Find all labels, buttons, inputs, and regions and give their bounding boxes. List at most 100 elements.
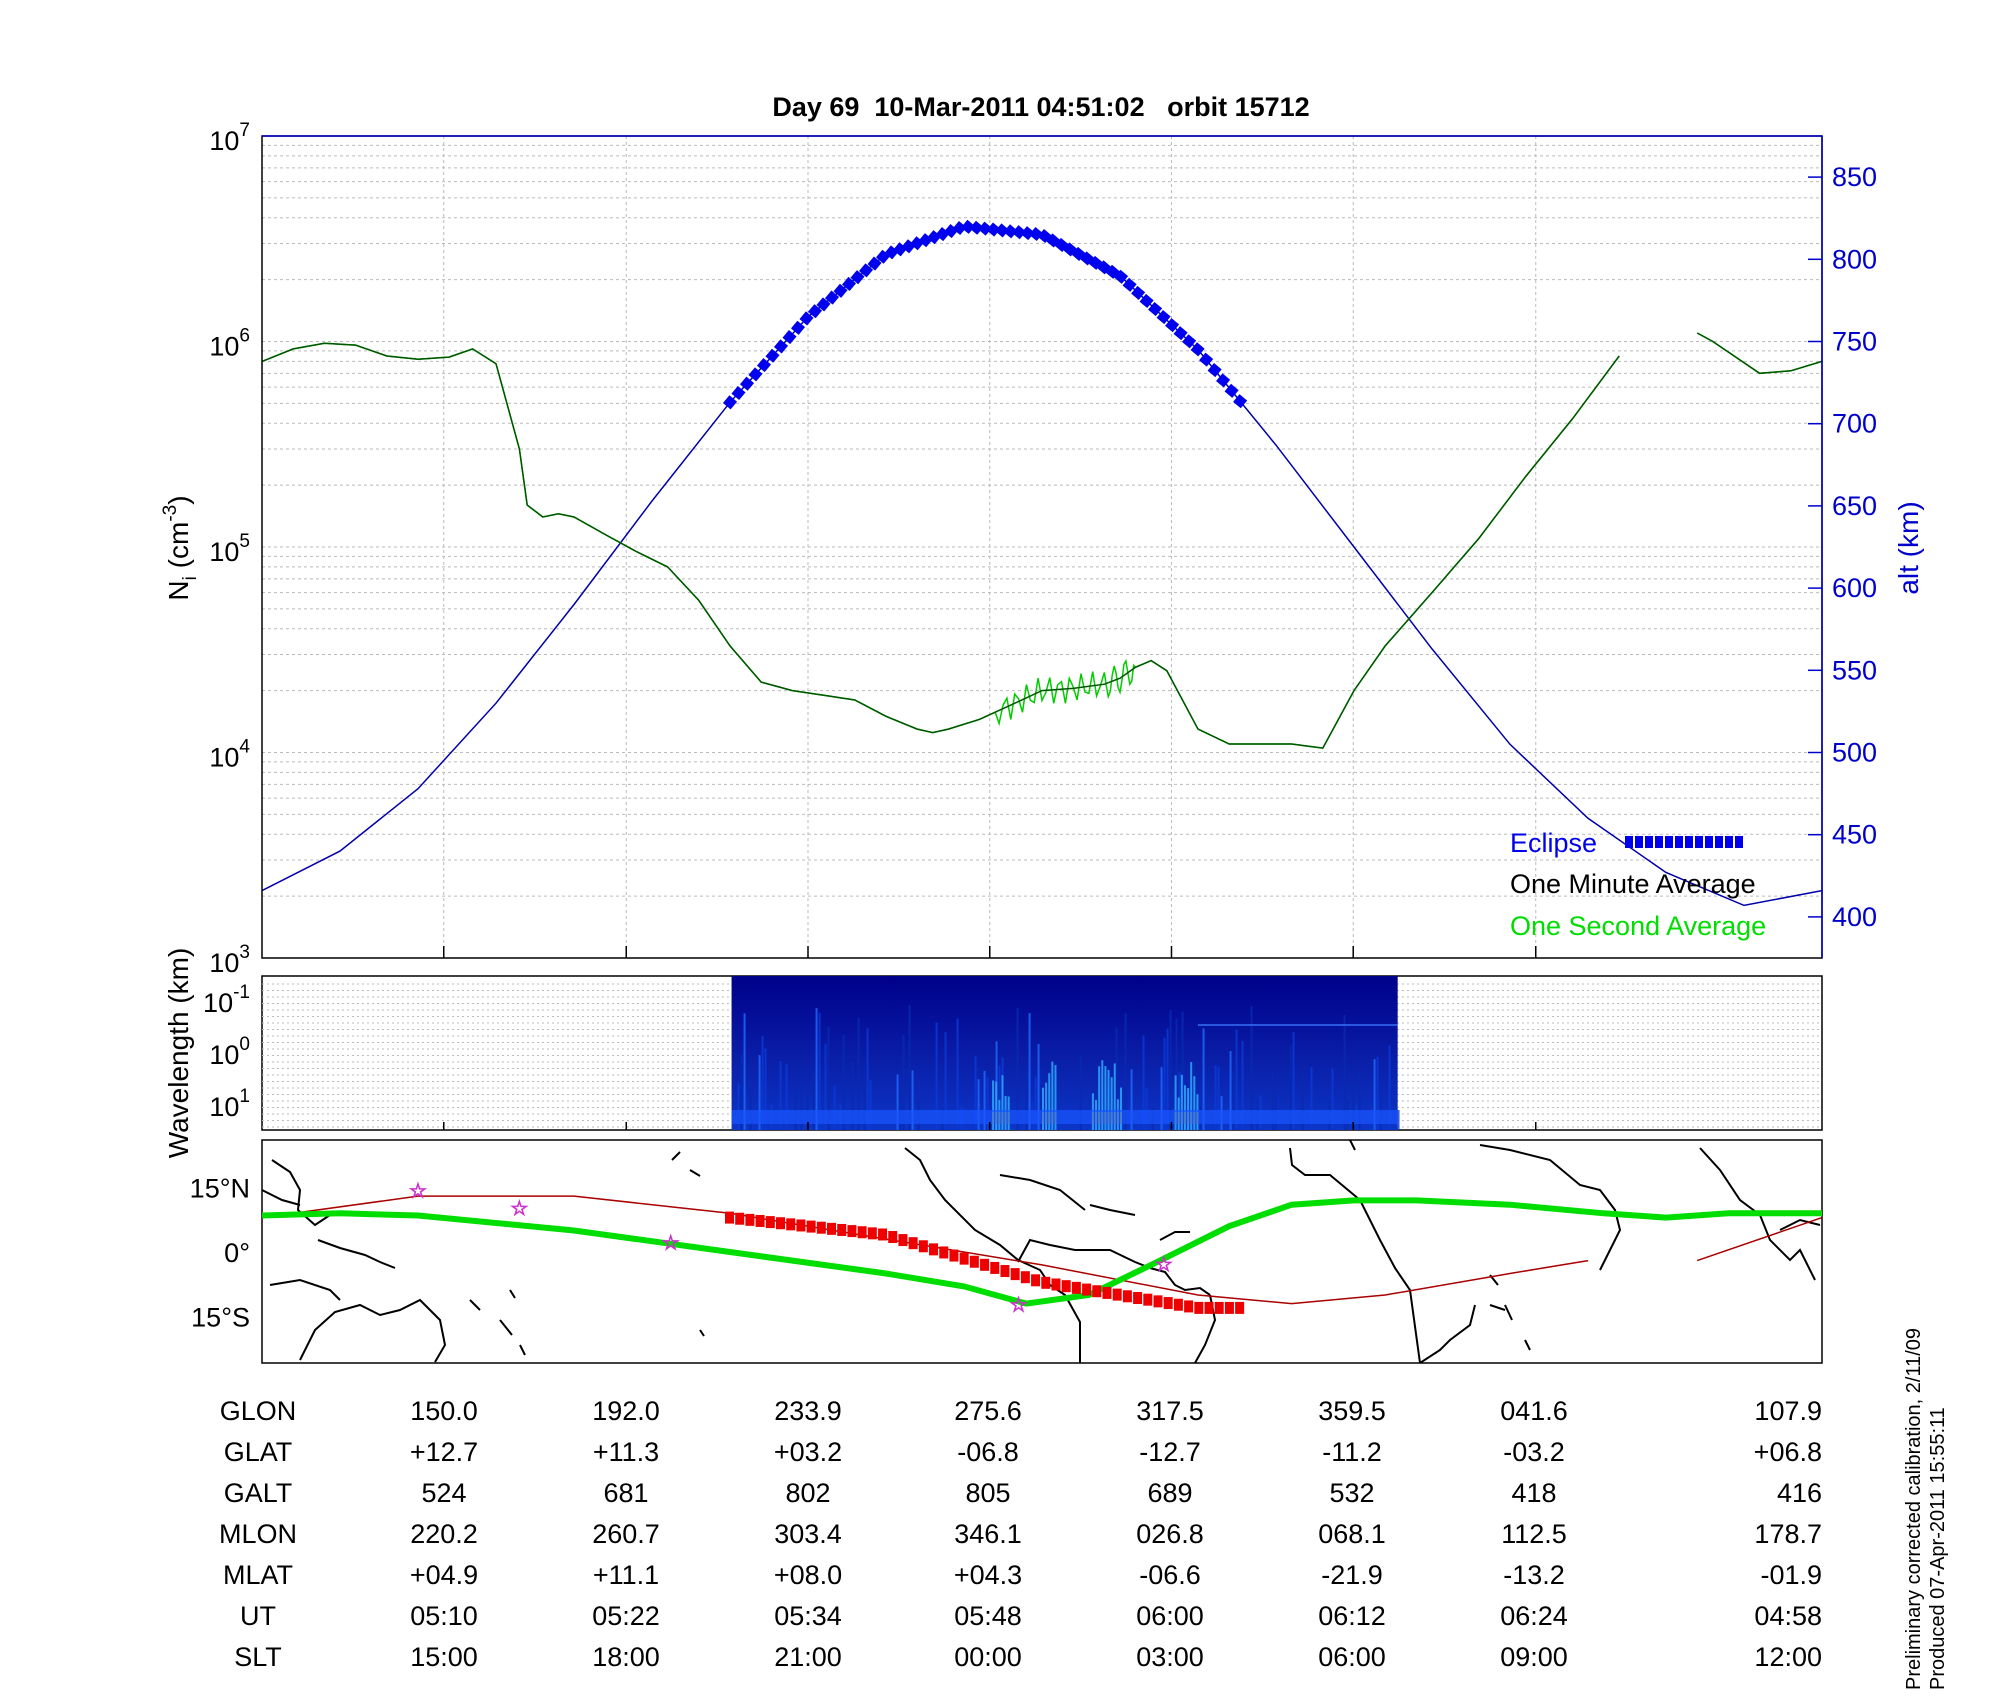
eclipse-marker	[1020, 226, 1035, 241]
eclipse-track-marker	[1112, 1288, 1122, 1301]
legend-square	[1695, 836, 1703, 848]
eclipse-track-marker	[990, 1261, 1000, 1274]
spectrogram-streak	[800, 1084, 803, 1130]
spectrogram-streak	[1142, 1035, 1145, 1130]
table-cell: -13.2	[1503, 1560, 1565, 1590]
left-tick-label: 104	[209, 737, 250, 773]
spectrogram-streak	[1379, 1083, 1382, 1130]
spectrogram-streak	[1016, 1007, 1019, 1130]
legend-square	[1715, 836, 1723, 848]
map-ticks: 15°N 0° 15°S	[190, 1174, 250, 1333]
eclipse-track-marker	[1143, 1293, 1153, 1306]
right-tick-label: 400	[1832, 902, 1877, 932]
table-row-label: MLAT	[223, 1560, 293, 1590]
spectrogram-streak	[1145, 1087, 1148, 1130]
table-cell: 346.1	[954, 1519, 1022, 1549]
spectrogram-streak	[1352, 1082, 1355, 1130]
spectrogram-burst	[1110, 1077, 1113, 1130]
eclipse-track-marker	[939, 1246, 949, 1259]
spectrogram-burst	[1048, 1073, 1051, 1130]
spectrogram-burst	[1193, 1076, 1196, 1130]
spectrogram-burst	[1107, 1069, 1110, 1130]
footnote-line-2: Produced 07-Apr-2011 15:55:11	[1927, 1407, 1949, 1690]
spectrogram-streak	[1166, 1028, 1169, 1130]
left-tick-label: 105	[209, 531, 250, 567]
eclipse-track-marker	[786, 1218, 796, 1231]
table-cell: 18:00	[592, 1642, 660, 1672]
spectrogram-streak	[1331, 1068, 1334, 1130]
eclipse-marker	[799, 311, 814, 326]
eclipse-track-marker	[796, 1219, 806, 1232]
magnetic-equator-line	[1696, 1216, 1822, 1262]
table-cell: 150.0	[410, 1396, 478, 1426]
table-cell: -06.8	[957, 1437, 1019, 1467]
eclipse-marker	[782, 330, 797, 345]
legend-square	[1635, 836, 1643, 848]
eclipse-track-marker	[847, 1225, 857, 1238]
table-cell: 041.6	[1500, 1396, 1568, 1426]
table-cell: +08.0	[774, 1560, 842, 1590]
spectrogram-streak	[824, 1043, 827, 1130]
eclipse-marker	[978, 221, 993, 236]
right-tick-label: 800	[1832, 244, 1877, 274]
table-cell: 05:34	[774, 1601, 842, 1631]
eclipse-marker	[731, 385, 746, 401]
table-cell: -12.7	[1139, 1437, 1201, 1467]
eclipse-marker	[1003, 224, 1018, 239]
eclipse-marker	[961, 219, 976, 234]
spectrogram-burst	[992, 1080, 995, 1130]
star-marker: ☆	[662, 1232, 680, 1254]
spectrogram-streak	[743, 1013, 746, 1130]
spectrogram-burst	[1101, 1060, 1104, 1130]
table-row-label: SLT	[234, 1642, 282, 1672]
star-marker: ☆	[1010, 1295, 1028, 1317]
right-tick-label: 850	[1832, 162, 1877, 192]
table-cell: 260.7	[592, 1519, 660, 1549]
eclipse-marker	[1207, 362, 1222, 378]
eclipse-marker	[1156, 310, 1171, 325]
table-cell: +03.2	[774, 1437, 842, 1467]
map-tick-label: 15°N	[190, 1174, 250, 1204]
table-cell: +12.7	[410, 1437, 478, 1467]
legend-square	[1645, 836, 1653, 848]
eclipse-marker	[1114, 269, 1129, 284]
spectrogram-streak	[1241, 1040, 1244, 1130]
legend-square	[1705, 836, 1713, 848]
table-cell: 068.1	[1318, 1519, 1386, 1549]
spectrogram-streak	[974, 1055, 977, 1130]
spectrogram-streak	[1310, 1067, 1313, 1130]
spectrogram-burst	[1054, 1065, 1057, 1130]
table-cell: 112.5	[1501, 1519, 1567, 1549]
spectrogram-streak	[1124, 1012, 1127, 1130]
eclipse-marker	[824, 290, 840, 305]
spectrogram-streak	[899, 1086, 902, 1130]
spectrogram-burst	[1104, 1066, 1107, 1130]
table-cell: 532	[1329, 1478, 1374, 1508]
eclipse-track-marker	[1214, 1301, 1224, 1314]
eclipse-track-marker	[776, 1217, 786, 1230]
legend-minute-label: One Minute Average	[1510, 869, 1756, 899]
spectrogram-streak	[818, 1012, 821, 1130]
eclipse-track-marker	[1051, 1278, 1061, 1291]
magnetic-equator-line	[262, 1195, 1589, 1305]
eclipse-track-marker	[1224, 1301, 1234, 1314]
table-cell: -21.9	[1321, 1560, 1383, 1590]
eclipse-markers	[722, 219, 1248, 410]
table-cell: 418	[1511, 1478, 1556, 1508]
table-cell: 220.2	[410, 1519, 478, 1549]
spectrogram-streak	[998, 1065, 1001, 1130]
eclipse-marker	[1173, 326, 1188, 341]
spectrogram-streak	[1214, 1065, 1217, 1130]
right-tick-label: 450	[1832, 820, 1877, 850]
table-cell: 026.8	[1136, 1519, 1204, 1549]
svg-text:Ni (cm-3): Ni (cm-3)	[160, 495, 201, 600]
eclipse-marker	[841, 276, 857, 292]
map-tick-label: 0°	[224, 1238, 250, 1268]
spectrogram-streak	[749, 1078, 752, 1130]
spectrogram-streak	[785, 1063, 788, 1130]
legend-square	[1675, 836, 1683, 848]
spectrogram-streak	[986, 1077, 989, 1130]
eclipse-marker	[833, 283, 848, 298]
table-row-label: GALT	[224, 1478, 293, 1508]
